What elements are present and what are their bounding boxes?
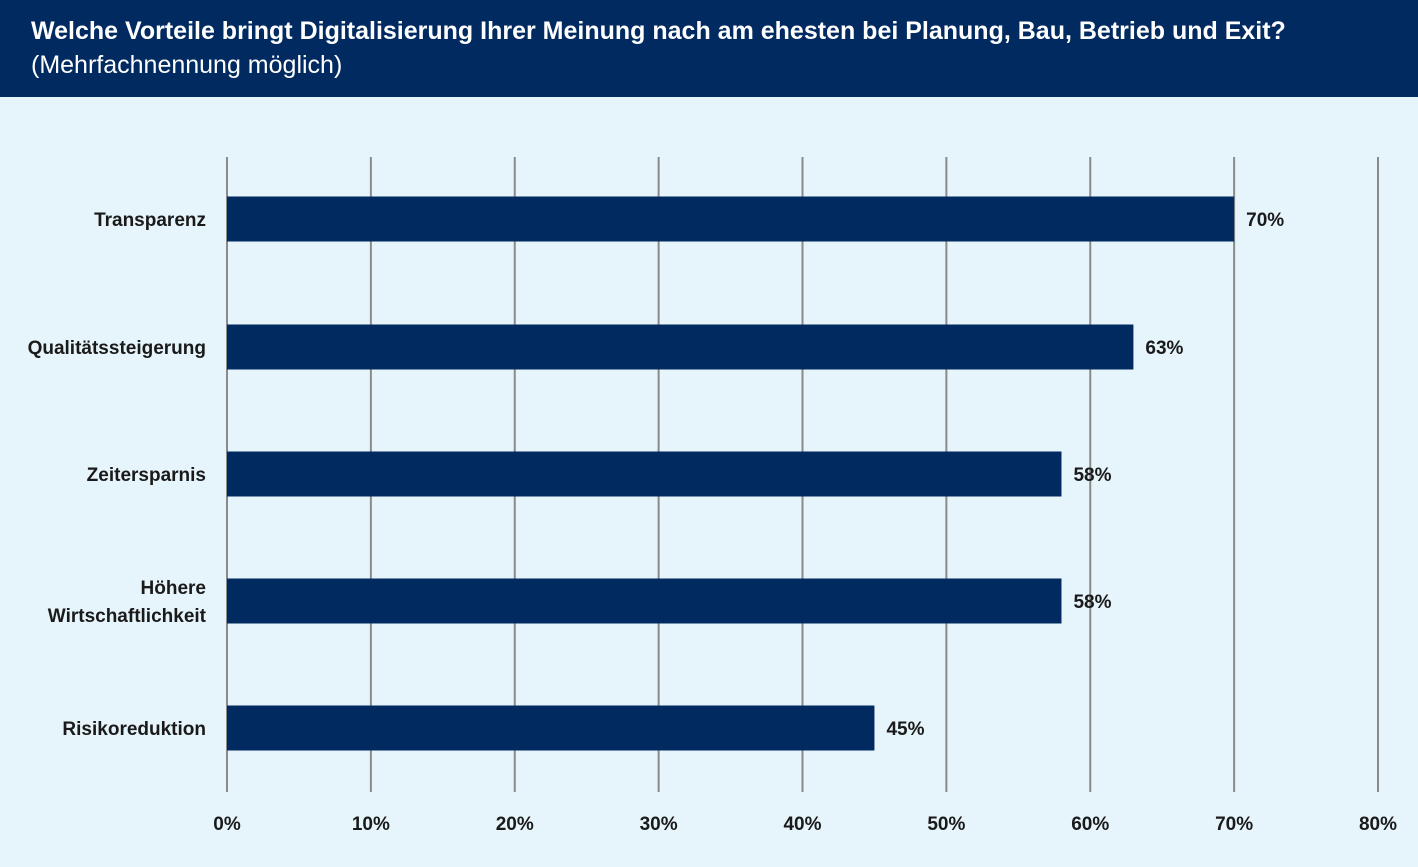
x-tick-label: 20%: [496, 814, 534, 835]
chart-subtitle: (Mehrfachnennung möglich): [31, 51, 343, 79]
chart-area: 0% 10% 20% 30% 40% 50% 60% 70% 80% 70% Transparenz…: [0, 97, 1418, 862]
category-label-line: Zeitersparnis: [87, 465, 206, 486]
category-label-line: Risikoreduktion: [62, 719, 206, 740]
x-tick-label: 50%: [927, 814, 965, 835]
bar: [227, 196, 1235, 242]
bar-layer: [227, 196, 1235, 751]
category-label: Transparenz: [94, 210, 206, 231]
category-label: Risikoreduktion: [62, 719, 206, 740]
value-label: 58%: [1073, 465, 1111, 486]
x-tick-label: 40%: [783, 814, 821, 835]
x-tick-label: 0%: [213, 814, 241, 835]
value-label: 45%: [886, 719, 924, 740]
category-label-line: Transparenz: [94, 210, 206, 231]
bar: [227, 451, 1062, 497]
category-label-line: Wirtschaftlichkeit: [48, 606, 207, 627]
x-tick-label: 70%: [1215, 814, 1253, 835]
bar: [227, 324, 1134, 370]
category-label-line: Höhere: [141, 578, 206, 599]
category-label: Zeitersparnis: [87, 465, 206, 486]
label-layer: 0% 10% 20% 30% 40% 50% 60% 70% 80% 70% Transparenz…: [28, 210, 1398, 835]
x-tick-label: 60%: [1071, 814, 1109, 835]
bar: [227, 705, 875, 751]
chart-title: Welche Vorteile bringt Digitalisierung I…: [31, 17, 1286, 45]
x-tick-label: 10%: [352, 814, 390, 835]
bar: [227, 578, 1062, 624]
value-label: 58%: [1073, 592, 1111, 613]
x-tick-label: 30%: [640, 814, 678, 835]
bar-chart: 0% 10% 20% 30% 40% 50% 60% 70% 80% 70% Transparenz…: [28, 157, 1398, 835]
value-label: 70%: [1246, 210, 1284, 231]
chart-header: Welche Vorteile bringt Digitalisierung I…: [0, 0, 1418, 97]
category-label-line: Qualitätssteigerung: [28, 338, 206, 359]
x-tick-label: 80%: [1359, 814, 1397, 835]
value-label: 63%: [1145, 338, 1183, 359]
category-label: Qualitätssteigerung: [28, 338, 206, 359]
category-label: Höhere Wirtschaftlichkeit: [48, 578, 207, 627]
